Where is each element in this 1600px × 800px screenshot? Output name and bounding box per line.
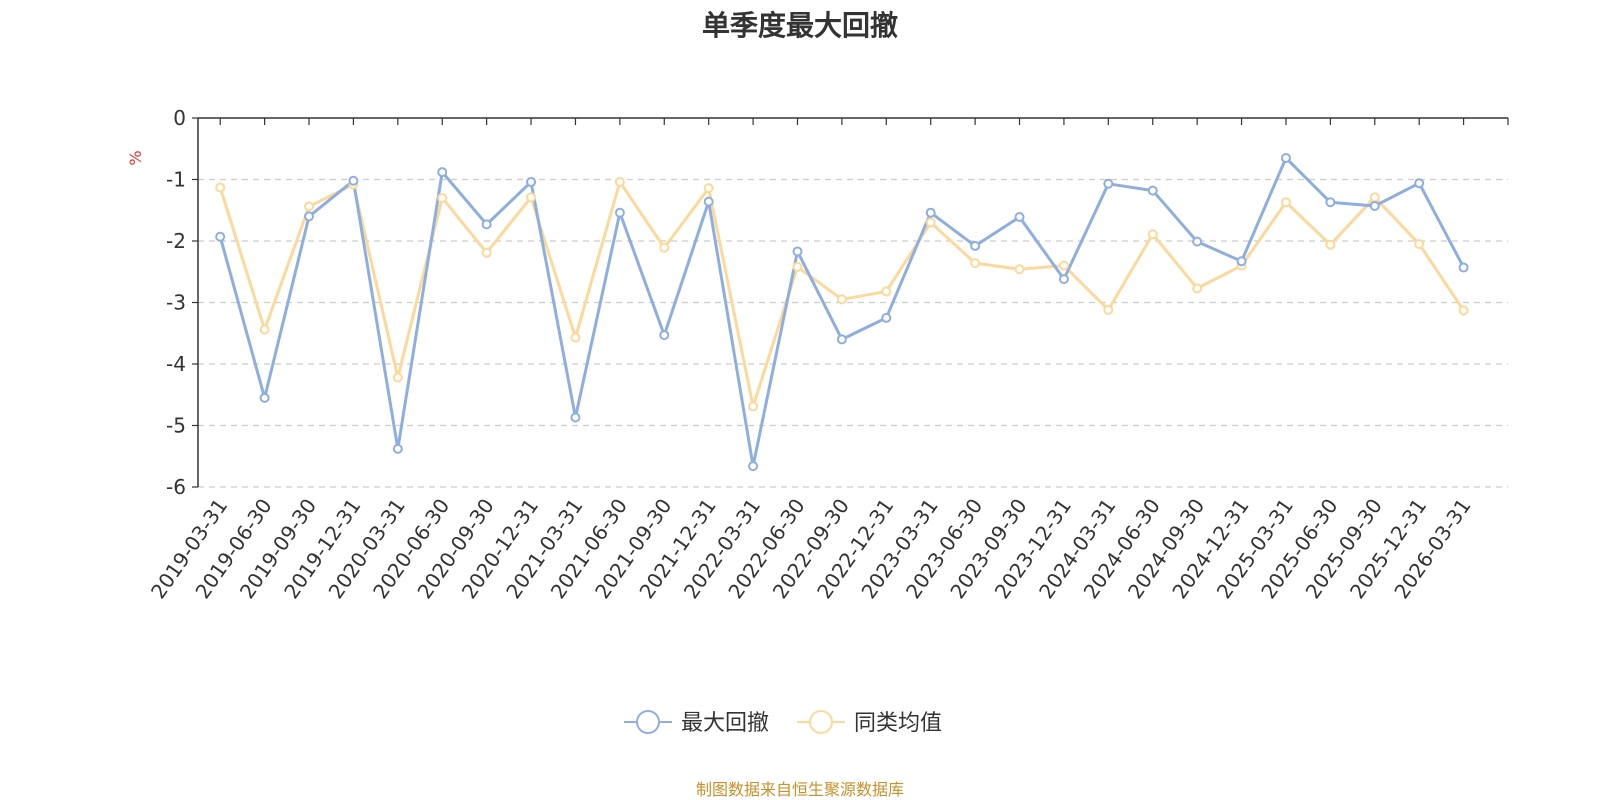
y-tick-label: -2	[166, 229, 186, 253]
data-point	[259, 392, 270, 403]
data-point	[881, 286, 892, 297]
data-point	[437, 192, 448, 203]
axes: 0-1-2-3-4-5-6%2019-03-312019-06-302019-0…	[126, 106, 1509, 603]
data-point	[836, 294, 847, 305]
series-lines	[215, 152, 1469, 472]
data-point	[792, 261, 803, 272]
y-tick-label: -6	[166, 475, 186, 499]
data-point	[1414, 178, 1425, 189]
data-point	[570, 332, 581, 343]
data-point	[1325, 197, 1336, 208]
data-point	[659, 242, 670, 253]
data-point	[970, 258, 981, 269]
data-point	[748, 401, 759, 412]
data-point	[215, 231, 226, 242]
data-point	[614, 176, 625, 187]
data-point	[1369, 192, 1380, 203]
data-point	[1458, 262, 1469, 273]
data-point	[1458, 305, 1469, 316]
data-point	[392, 443, 403, 454]
data-point	[1192, 236, 1203, 247]
y-tick-label: 0	[173, 106, 186, 130]
y-axis-label: %	[126, 150, 145, 165]
legend-marker	[809, 710, 833, 734]
y-tick-label: -4	[166, 352, 186, 376]
chart-title: 单季度最大回撤	[701, 9, 898, 42]
data-point	[526, 176, 537, 187]
data-point	[614, 207, 625, 218]
data-point	[259, 324, 270, 335]
data-point	[659, 330, 670, 341]
data-point	[304, 201, 315, 212]
data-point	[1014, 264, 1025, 275]
data-point	[1280, 197, 1291, 208]
data-point	[481, 219, 492, 230]
data-point	[748, 461, 759, 472]
data-point	[1325, 239, 1336, 250]
series-line	[218, 156, 1465, 468]
data-point	[1014, 212, 1025, 223]
data-source-note: 制图数据来自恒生聚源数据库	[695, 780, 904, 799]
data-point	[925, 217, 936, 228]
data-point	[570, 412, 581, 423]
data-point	[526, 192, 537, 203]
legend-label: 同类均值	[854, 711, 942, 736]
data-point	[1103, 304, 1114, 315]
grid-lines	[198, 178, 1508, 488]
y-tick-label: -5	[166, 414, 186, 438]
data-point	[1236, 256, 1247, 267]
data-point	[304, 211, 315, 222]
data-point	[881, 312, 892, 323]
data-point	[703, 183, 714, 194]
data-point	[437, 167, 448, 178]
legend-label: 最大回撤	[681, 711, 769, 736]
series-line	[218, 180, 1465, 408]
data-point	[1369, 200, 1380, 211]
y-tick-label: -1	[166, 168, 186, 192]
data-point	[215, 182, 226, 193]
data-point	[1058, 274, 1069, 285]
data-point	[1192, 283, 1203, 294]
data-point	[703, 196, 714, 207]
data-point	[481, 247, 492, 258]
data-point	[1058, 260, 1069, 271]
legend-marker	[636, 710, 660, 734]
data-point	[836, 334, 847, 345]
data-point	[392, 372, 403, 383]
data-point	[970, 240, 981, 251]
data-point	[348, 175, 359, 186]
y-tick-label: -3	[166, 291, 186, 315]
legend: 最大回撤 同类均值	[624, 710, 942, 736]
data-point	[1147, 229, 1158, 240]
data-point	[1280, 152, 1291, 163]
data-point	[1414, 239, 1425, 250]
data-point	[792, 246, 803, 257]
data-point	[925, 207, 936, 218]
data-point	[1147, 185, 1158, 196]
data-point	[1103, 178, 1114, 189]
